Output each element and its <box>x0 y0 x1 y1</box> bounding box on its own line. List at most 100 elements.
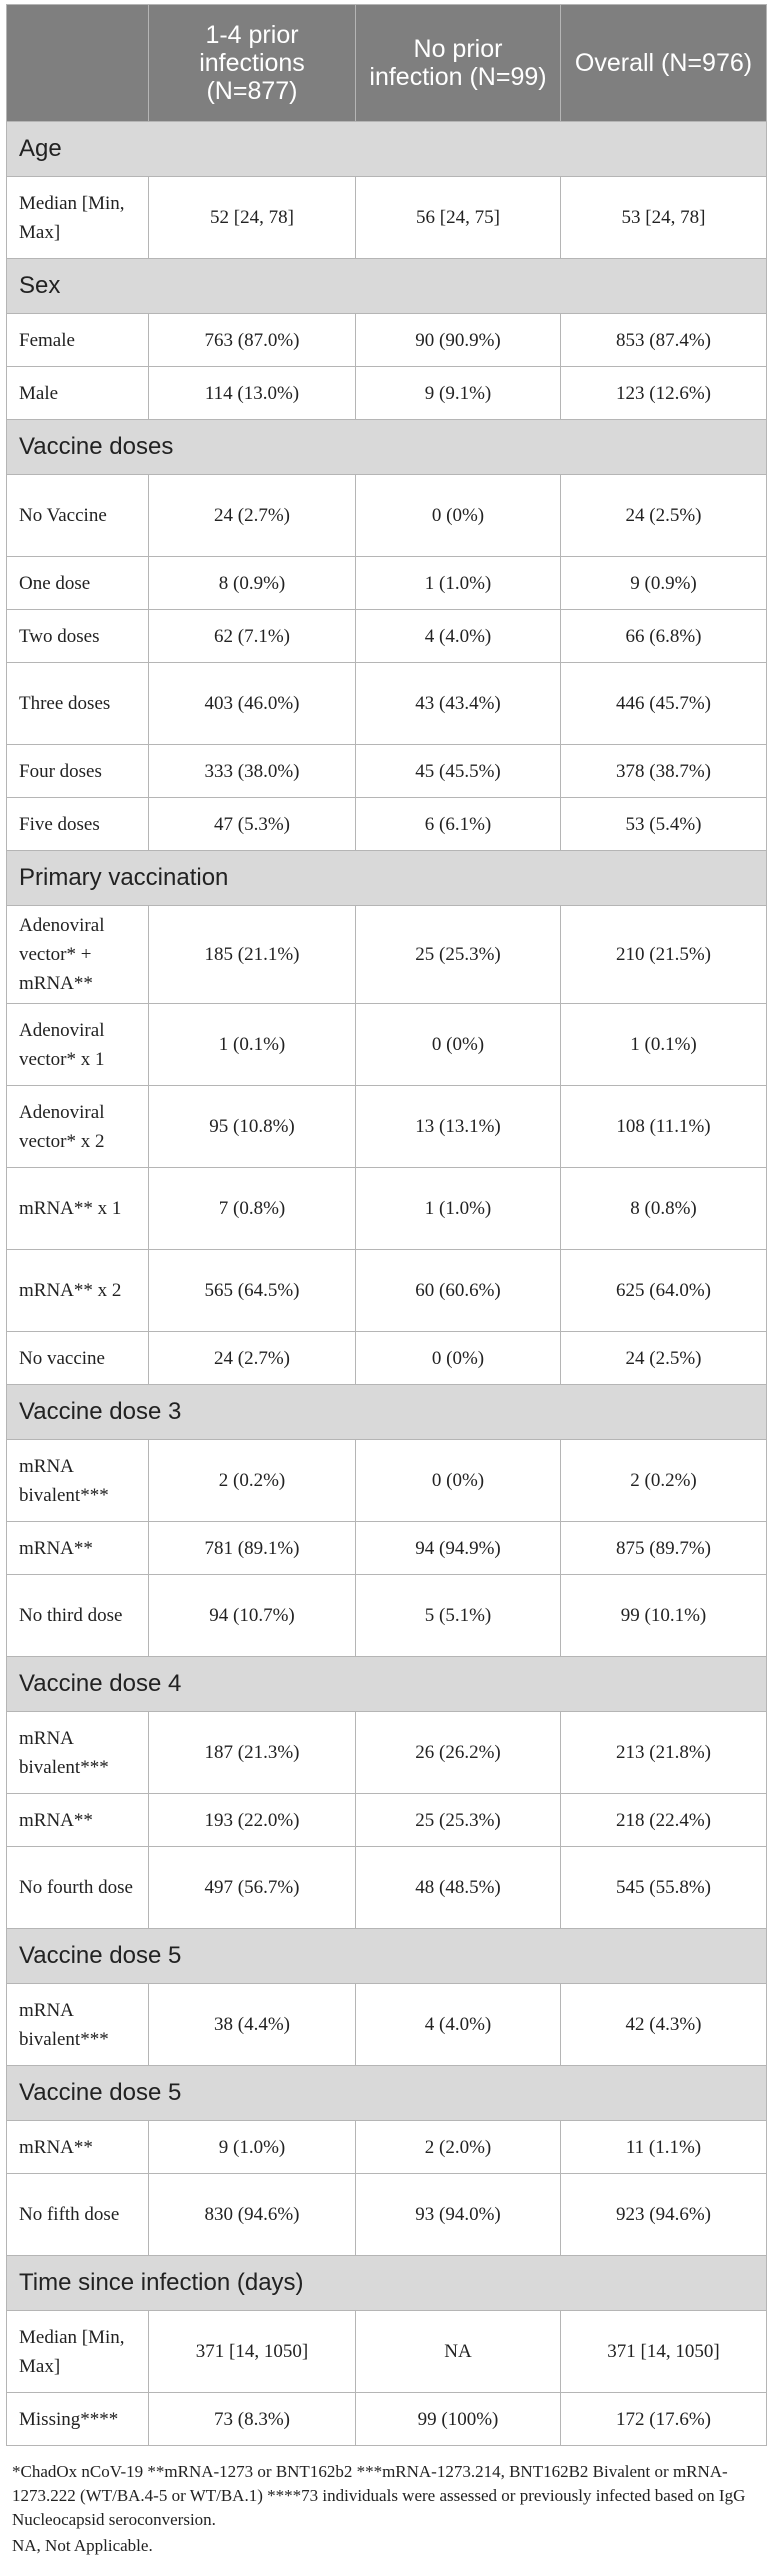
row-label: No fifth dose <box>6 2173 149 2256</box>
row-label: mRNA bivalent*** <box>6 1983 149 2066</box>
row-label: mRNA** x 1 <box>6 1167 149 1250</box>
cell-prior-infections: 193 (22.0%) <box>148 1793 356 1847</box>
table-row: One dose 8 (0.9%) 1 (1.0%) 9 (0.9%) <box>6 556 767 610</box>
cell-overall: 545 (55.8%) <box>560 1846 767 1929</box>
cell-no-prior-infection: 0 (0%) <box>355 1331 561 1385</box>
table-row: mRNA** x 2 565 (64.5%) 60 (60.6%) 625 (64.0… <box>6 1249 767 1332</box>
table-row: Male 114 (13.0%) 9 (9.1%) 123 (12.6%) <box>6 366 767 420</box>
cell-prior-infections: 8 (0.9%) <box>148 556 356 610</box>
table-row: mRNA** 781 (89.1%) 94 (94.9%) 875 (89.7%) <box>6 1521 767 1575</box>
row-label: Female <box>6 313 149 367</box>
cell-no-prior-infection: 43 (43.4%) <box>355 662 561 745</box>
table-row: mRNA bivalent*** 187 (21.3%) 26 (26.2%) 213… <box>6 1711 767 1794</box>
column-header-overall: Overall (N=976) <box>560 4 767 122</box>
row-label: No fourth dose <box>6 1846 149 1929</box>
row-label: Adenoviral vector* + mRNA** <box>6 905 149 1004</box>
cell-prior-infections: 38 (4.4%) <box>148 1983 356 2066</box>
cell-no-prior-infection: 1 (1.0%) <box>355 1167 561 1250</box>
cell-no-prior-infection: 99 (100%) <box>355 2392 561 2446</box>
section-header: Vaccine dose 5 <box>6 2065 767 2121</box>
cell-prior-infections: 371 [14, 1050] <box>148 2310 356 2393</box>
cell-prior-infections: 781 (89.1%) <box>148 1521 356 1575</box>
cell-overall: 210 (21.5%) <box>560 905 767 1004</box>
cell-overall: 123 (12.6%) <box>560 366 767 420</box>
cell-overall: 853 (87.4%) <box>560 313 767 367</box>
table-row: mRNA** 193 (22.0%) 25 (25.3%) 218 (22.4%) <box>6 1793 767 1847</box>
cell-prior-infections: 62 (7.1%) <box>148 609 356 663</box>
row-label: mRNA** <box>6 2120 149 2174</box>
table-row: Female 763 (87.0%) 90 (90.9%) 853 (87.4%) <box>6 313 767 367</box>
cell-no-prior-infection: 94 (94.9%) <box>355 1521 561 1575</box>
section-header: Age <box>6 121 767 177</box>
cell-prior-infections: 7 (0.8%) <box>148 1167 356 1250</box>
table-row: Adenoviral vector* x 2 95 (10.8%) 13 (13.1… <box>6 1085 767 1168</box>
row-label: Four doses <box>6 744 149 798</box>
table-row: No vaccine 24 (2.7%) 0 (0%) 24 (2.5%) <box>6 1331 767 1385</box>
cell-overall: 923 (94.6%) <box>560 2173 767 2256</box>
row-label: Adenoviral vector* x 2 <box>6 1085 149 1168</box>
cell-overall: 99 (10.1%) <box>560 1574 767 1657</box>
cell-prior-infections: 185 (21.1%) <box>148 905 356 1004</box>
table-row: Two doses 62 (7.1%) 4 (4.0%) 66 (6.8%) <box>6 609 767 663</box>
table-row: Median [Min, Max] 371 [14, 1050] NA 371 [14… <box>6 2310 767 2393</box>
row-label: mRNA** <box>6 1793 149 1847</box>
section-header: Vaccine dose 3 <box>6 1384 767 1440</box>
data-table: 1-4 prior infections (N=877) No prior in… <box>6 4 767 2446</box>
cell-overall: 11 (1.1%) <box>560 2120 767 2174</box>
cell-no-prior-infection: 13 (13.1%) <box>355 1085 561 1168</box>
cell-no-prior-infection: 0 (0%) <box>355 474 561 557</box>
cell-overall: 8 (0.8%) <box>560 1167 767 1250</box>
cell-no-prior-infection: 4 (4.0%) <box>355 609 561 663</box>
section-header: Time since infection (days) <box>6 2255 767 2311</box>
table-row: mRNA bivalent*** 38 (4.4%) 4 (4.0%) 42 (4.3… <box>6 1983 767 2066</box>
row-label: No third dose <box>6 1574 149 1657</box>
cell-no-prior-infection: 93 (94.0%) <box>355 2173 561 2256</box>
table-row: No fourth dose 497 (56.7%) 48 (48.5%) 545 (… <box>6 1846 767 1929</box>
footnote-abbreviations: *ChadOx nCoV-19 **mRNA-1273 or BNT162b2 … <box>12 2462 746 2529</box>
cell-no-prior-infection: 90 (90.9%) <box>355 313 561 367</box>
table-row: No third dose 94 (10.7%) 5 (5.1%) 99 (10.1%… <box>6 1574 767 1657</box>
cell-overall: 53 (5.4%) <box>560 797 767 851</box>
section-header: Sex <box>6 258 767 314</box>
cell-no-prior-infection: 1 (1.0%) <box>355 556 561 610</box>
section-header: Vaccine doses <box>6 419 767 475</box>
table-row: Median [Min, Max] 52 [24, 78] 56 [24, 75] 5… <box>6 176 767 259</box>
cell-overall: 218 (22.4%) <box>560 1793 767 1847</box>
column-header-label <box>6 4 149 122</box>
row-label: Missing**** <box>6 2392 149 2446</box>
row-label: No vaccine <box>6 1331 149 1385</box>
cell-prior-infections: 47 (5.3%) <box>148 797 356 851</box>
cell-no-prior-infection: 48 (48.5%) <box>355 1846 561 1929</box>
row-label: Two doses <box>6 609 149 663</box>
column-header-no-prior-infection: No prior infection (N=99) <box>355 4 561 122</box>
row-label: Male <box>6 366 149 420</box>
cell-no-prior-infection: 9 (9.1%) <box>355 366 561 420</box>
section-header: Vaccine dose 4 <box>6 1656 767 1712</box>
cell-prior-infections: 830 (94.6%) <box>148 2173 356 2256</box>
cell-no-prior-infection: 4 (4.0%) <box>355 1983 561 2066</box>
cell-no-prior-infection: 60 (60.6%) <box>355 1249 561 1332</box>
cell-overall: 172 (17.6%) <box>560 2392 767 2446</box>
cell-prior-infections: 24 (2.7%) <box>148 1331 356 1385</box>
cell-no-prior-infection: 5 (5.1%) <box>355 1574 561 1657</box>
cell-prior-infections: 2 (0.2%) <box>148 1439 356 1522</box>
row-label: Adenoviral vector* x 1 <box>6 1003 149 1086</box>
table-footnotes: *ChadOx nCoV-19 **mRNA-1273 or BNT162b2 … <box>6 2446 766 2558</box>
cell-prior-infections: 763 (87.0%) <box>148 313 356 367</box>
table-row: No Vaccine 24 (2.7%) 0 (0%) 24 (2.5%) <box>6 474 767 557</box>
cell-no-prior-infection: 25 (25.3%) <box>355 1793 561 1847</box>
cell-overall: 213 (21.8%) <box>560 1711 767 1794</box>
cell-prior-infections: 24 (2.7%) <box>148 474 356 557</box>
cell-no-prior-infection: 0 (0%) <box>355 1439 561 1522</box>
cell-overall: 875 (89.7%) <box>560 1521 767 1575</box>
table-row: mRNA bivalent*** 2 (0.2%) 0 (0%) 2 (0.2%) <box>6 1439 767 1522</box>
table-row: Five doses 47 (5.3%) 6 (6.1%) 53 (5.4%) <box>6 797 767 851</box>
cell-prior-infections: 114 (13.0%) <box>148 366 356 420</box>
row-label: mRNA bivalent*** <box>6 1439 149 1522</box>
row-label: One dose <box>6 556 149 610</box>
cell-no-prior-infection: 26 (26.2%) <box>355 1711 561 1794</box>
cell-prior-infections: 95 (10.8%) <box>148 1085 356 1168</box>
cell-overall: 378 (38.7%) <box>560 744 767 798</box>
cell-overall: 66 (6.8%) <box>560 609 767 663</box>
